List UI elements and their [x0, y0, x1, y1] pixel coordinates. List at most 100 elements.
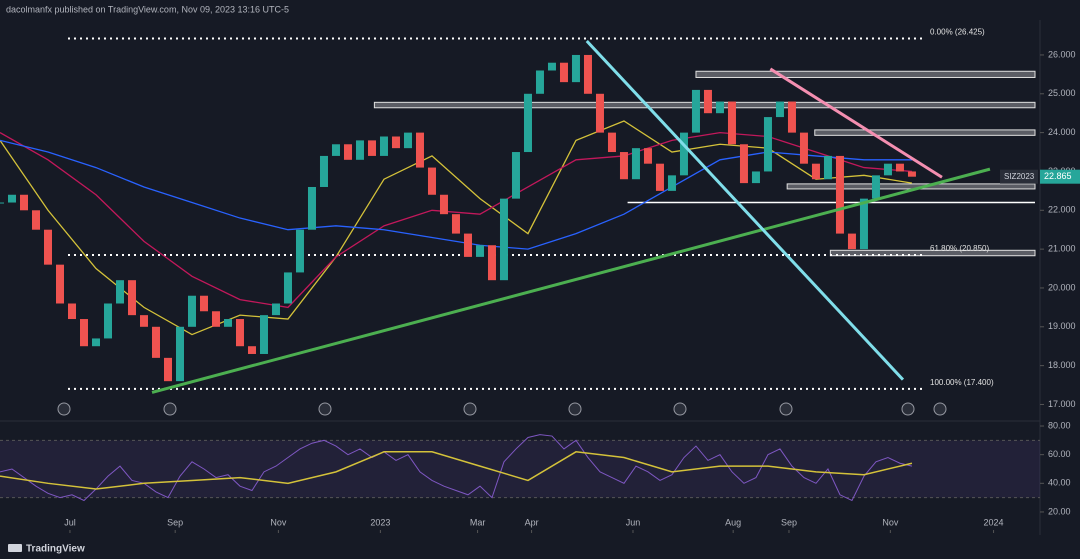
candle	[355, 140, 364, 160]
candle	[415, 132, 424, 168]
candle	[43, 229, 52, 265]
candle	[847, 233, 856, 250]
candle	[631, 148, 640, 180]
rsi-line	[0, 434, 913, 502]
fib-label: 0.00% (26.425)	[930, 28, 985, 37]
event-icon	[901, 402, 915, 416]
zone	[786, 183, 1036, 190]
candle	[643, 148, 652, 164]
candle	[583, 54, 592, 94]
zone	[829, 249, 1036, 257]
y-tick-label: 60.00	[1048, 449, 1071, 459]
x-tick-label: Sep	[781, 517, 797, 527]
candle	[607, 132, 616, 153]
symbol-tag-bg	[1000, 169, 1038, 184]
candle	[127, 280, 136, 316]
candle	[19, 194, 28, 211]
candle	[715, 101, 724, 114]
candle	[799, 132, 808, 164]
trendline	[769, 67, 943, 179]
event-icon	[779, 402, 793, 416]
candle	[79, 319, 88, 347]
candle	[535, 70, 544, 94]
rsi-band	[0, 440, 1040, 498]
x-tick-label: 2023	[370, 517, 390, 527]
y-tick-label: 21.000	[1048, 244, 1076, 254]
x-tick-label: Nov	[882, 517, 899, 527]
candle	[727, 101, 736, 145]
zone	[695, 70, 1036, 78]
candle	[835, 155, 844, 234]
event-icon	[933, 402, 947, 416]
event-icon	[57, 402, 71, 416]
candle	[655, 163, 664, 191]
candle	[487, 245, 496, 281]
candle	[571, 54, 580, 83]
candle	[103, 303, 112, 339]
candle	[811, 163, 820, 180]
candle	[595, 93, 604, 133]
candle	[31, 210, 40, 230]
event-icon	[463, 402, 477, 416]
fib-label: 61.80% (20.850)	[930, 244, 989, 253]
candle	[55, 264, 64, 304]
candle	[751, 171, 760, 184]
trendline	[151, 167, 991, 394]
candle	[859, 198, 868, 250]
zone	[814, 129, 1036, 136]
x-tick-label: 2024	[984, 517, 1004, 527]
y-tick-label: 80.00	[1048, 420, 1071, 430]
candle	[559, 62, 568, 83]
moving-average	[0, 131, 913, 309]
candle	[367, 140, 376, 156]
moving-average	[0, 139, 912, 250]
candle	[187, 295, 196, 327]
candle	[67, 303, 76, 320]
candle	[691, 89, 700, 133]
candle	[787, 101, 796, 133]
moving-average	[0, 120, 913, 336]
event-icon	[568, 402, 582, 416]
candle	[451, 214, 460, 234]
y-tick-label: 24.000	[1048, 127, 1076, 137]
candle	[259, 315, 268, 354]
candle	[0, 202, 4, 204]
candle	[379, 136, 388, 156]
candle	[895, 163, 904, 172]
y-tick-label: 25.000	[1048, 88, 1076, 98]
candle	[199, 295, 208, 312]
candle	[475, 245, 484, 257]
candle	[307, 186, 316, 230]
candle	[211, 311, 220, 327]
event-icon	[318, 402, 332, 416]
y-tick-label: 22.000	[1048, 205, 1076, 215]
candle	[547, 62, 556, 71]
x-tick-label: Aug	[725, 517, 741, 527]
candle	[739, 144, 748, 184]
candle	[871, 175, 880, 199]
y-tick-label: 18.000	[1048, 360, 1076, 370]
fib-label: 100.00% (17.400)	[930, 378, 994, 387]
rsi-line	[0, 451, 913, 490]
x-tick-label: Jun	[626, 517, 641, 527]
candle	[295, 229, 304, 273]
candle	[139, 315, 148, 327]
brand: TradingView	[26, 544, 85, 555]
candle	[283, 272, 292, 304]
candle	[91, 338, 100, 347]
candle	[679, 132, 688, 176]
x-tick-label: Jul	[64, 517, 76, 527]
event-icon	[163, 402, 177, 416]
candle	[247, 346, 256, 354]
x-tick-label: Apr	[525, 517, 539, 527]
header-text: dacolmanfx published on TradingView.com,…	[6, 4, 289, 14]
symbol-tag: SIZ2023	[1004, 172, 1035, 181]
trendline	[585, 39, 905, 381]
candle	[463, 233, 472, 257]
candle	[427, 167, 436, 195]
candle	[151, 326, 160, 358]
y-tick-label: 20.00	[1048, 506, 1071, 516]
candle	[775, 101, 784, 118]
